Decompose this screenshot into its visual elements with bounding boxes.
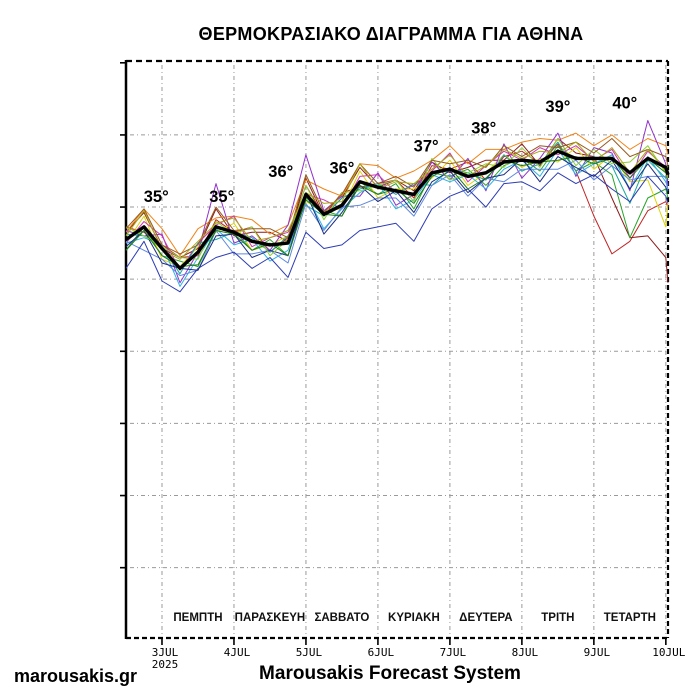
day-name-label: ΠΑΡΑΣΚΕΥΗ [235, 612, 306, 624]
date-tick-label: 6JUL [368, 646, 395, 659]
ensemble-member-line-member-03 [125, 145, 669, 268]
temperature-annotation: 36° [329, 159, 354, 177]
date-tick-label: 5JUL [296, 646, 323, 659]
forecast-system-label: Marousakis Forecast System [259, 663, 521, 684]
temperature-annotation: 36° [268, 163, 293, 181]
ensemble-member-line-member-11 [125, 172, 669, 293]
ensemble-member-line-member-13 [125, 138, 669, 260]
temperature-annotation: 40° [612, 94, 637, 112]
ensemble-member-line-member-10 [125, 159, 669, 277]
day-name-label: ΤΡΙΤΗ [541, 612, 574, 624]
ensemble-member-line-member-15 [125, 138, 669, 255]
temperature-annotation: 37° [414, 138, 439, 156]
temperature-annotation: 35° [209, 188, 234, 206]
day-name-label: ΣΑΒΒΑΤΟ [314, 612, 369, 624]
site-label: marousakis.gr [14, 666, 138, 686]
date-tick-label: 8JUL [512, 646, 539, 659]
date-tick-label: 9JUL [584, 646, 611, 659]
temperature-annotation: 35° [144, 188, 169, 206]
ensemble-member-line-member-12 [125, 156, 669, 271]
ensemble-member-line-member-14 [125, 156, 669, 268]
date-tick-label: 3JUL [152, 646, 179, 659]
ensemble-mean-line [125, 149, 670, 271]
ensemble-member-line-member-05 [125, 132, 669, 257]
day-name-label: ΤΕΤΑΡΤΗ [604, 612, 656, 624]
day-name-label: ΚΥΡΙΑΚΗ [388, 612, 440, 624]
ensemble-member-line-member-02 [125, 138, 669, 283]
temperature-annotation: 38° [471, 120, 496, 138]
ensemble-member-line-member-06 [125, 120, 669, 284]
page-title: ΘΕΡΜΟΚΡΑΣΙΑΚΟ ΔΙΑΓΡΑΜΜΑ ΓΙΑ ΑΘΗΝΑ [198, 24, 584, 44]
date-tick-label: 7JUL [440, 646, 467, 659]
date-tick-label: 4JUL [224, 646, 251, 659]
temperature-annotation: 39° [545, 98, 570, 116]
year-label: 2025 [152, 658, 179, 671]
day-name-label: ΠΕΜΠΤΗ [173, 612, 222, 624]
date-tick-label: 10JUL [652, 646, 685, 659]
day-name-label: ΔΕΥΤΕΡΑ [459, 612, 512, 624]
